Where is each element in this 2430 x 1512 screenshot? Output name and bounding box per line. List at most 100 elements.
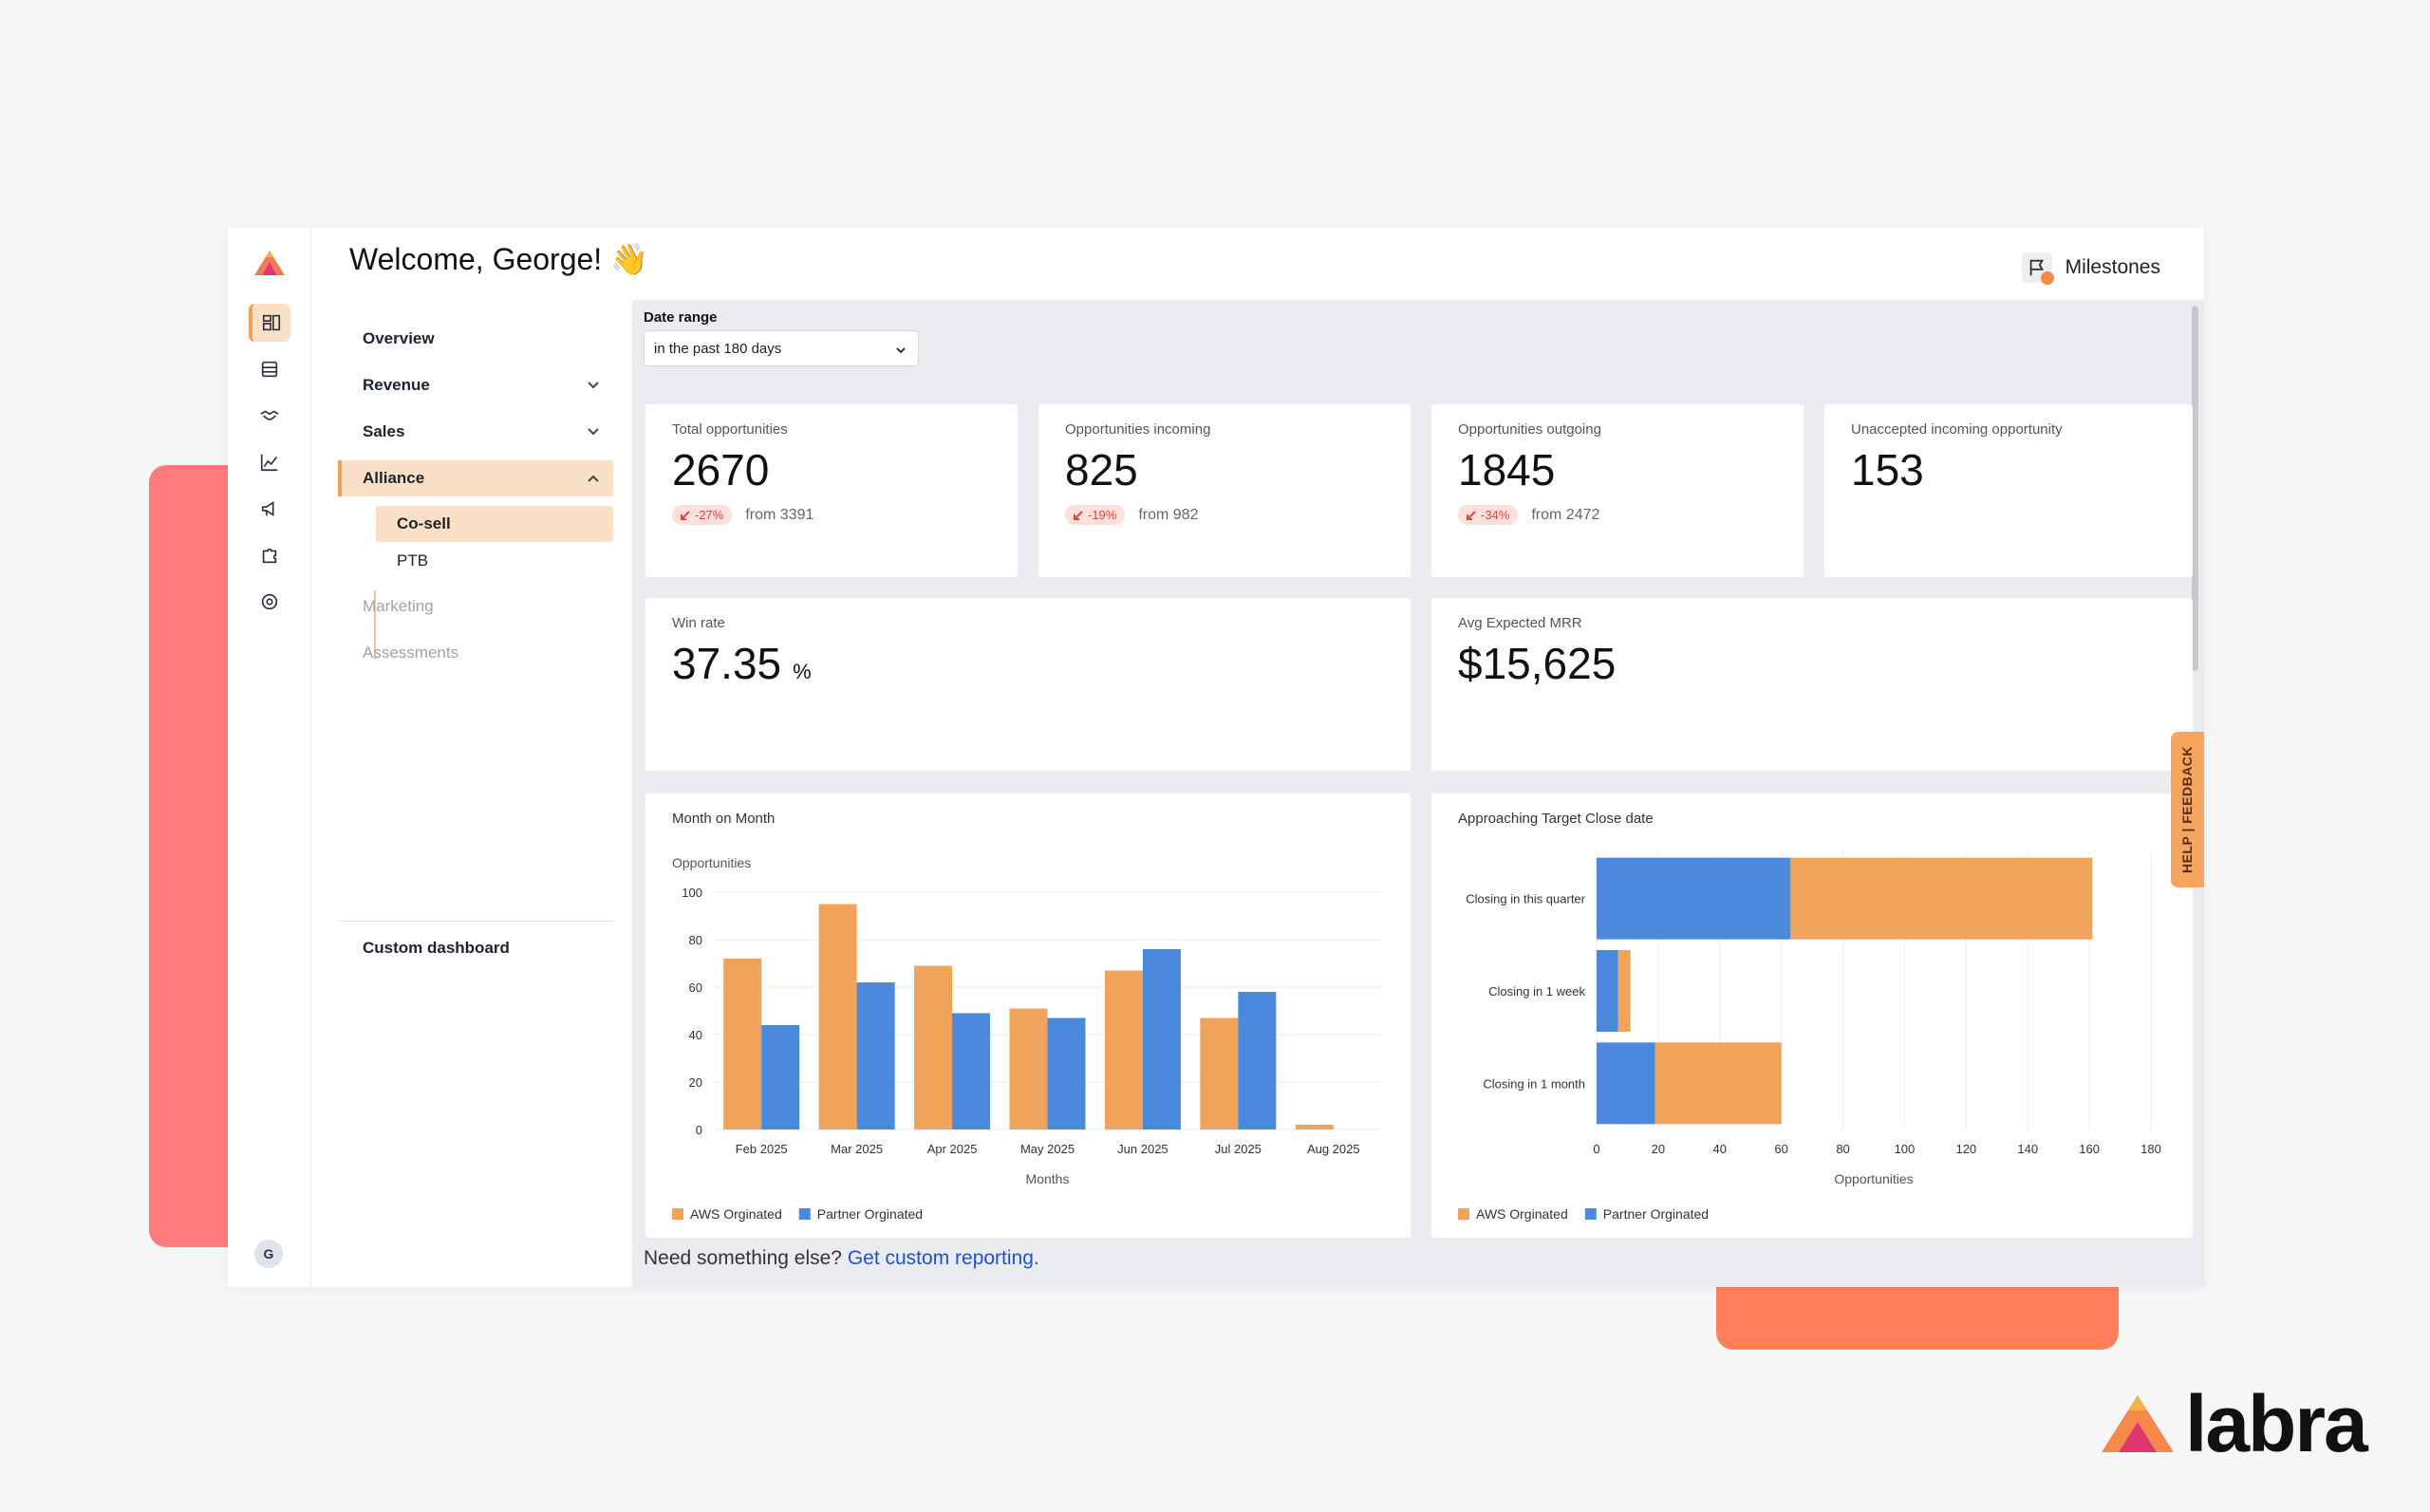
x-tick-label: 100 xyxy=(1895,1142,1916,1156)
nav-revenue-label: Revenue xyxy=(363,376,430,394)
win-rate-value: 37.35 xyxy=(672,639,782,688)
x-tick-label: May 2025 xyxy=(1020,1142,1075,1156)
storage-icon[interactable] xyxy=(249,350,290,388)
x-tick-label: Feb 2025 xyxy=(736,1142,788,1156)
x-tick-label: 120 xyxy=(1955,1142,1976,1156)
chart-card-target-close: Approaching Target Close date 0 20 40 60 80 1… xyxy=(1431,793,2193,1238)
settings-icon[interactable] xyxy=(249,583,290,621)
arrow-down-left-icon xyxy=(1467,510,1476,520)
y-tick-label: 80 xyxy=(689,933,702,947)
change-badge-text: -19% xyxy=(1088,508,1117,522)
welcome-title: Welcome, George! 👋 xyxy=(349,242,648,276)
date-range-label: Date range xyxy=(644,309,718,326)
bar-aws xyxy=(1295,1125,1334,1129)
custom-reporting-link[interactable]: Get custom reporting. xyxy=(847,1247,1039,1269)
dashboard-icon[interactable] xyxy=(249,304,290,342)
card-title: Opportunities incoming xyxy=(1065,421,1211,438)
from-value: from 982 xyxy=(1138,506,1199,523)
subnav-indent-line xyxy=(374,590,376,659)
x-axis-label: Months xyxy=(1026,1171,1070,1186)
card-title: Opportunities outgoing xyxy=(1458,421,1601,438)
nav-revenue[interactable]: Revenue xyxy=(338,367,613,403)
legend-swatch xyxy=(798,1208,811,1220)
date-range-value: in the past 180 days xyxy=(654,340,782,357)
bar-aws xyxy=(723,959,762,1129)
x-tick-label: Apr 2025 xyxy=(927,1142,978,1156)
secondary-nav: Overview Revenue Sales Alliance Co-sell … xyxy=(311,300,632,1287)
y-tick-label: 20 xyxy=(689,1075,702,1090)
help-feedback-tab[interactable]: HELP | FEEDBACK xyxy=(2171,732,2204,887)
brand-wordmark: labra xyxy=(2185,1379,2368,1468)
nav-custom-dashboard[interactable]: Custom dashboard xyxy=(363,939,510,957)
card-title: Total opportunities xyxy=(672,421,788,438)
card-total-opportunities: Total opportunities 2670 -27% from 3391 xyxy=(645,404,1018,577)
puzzle-icon[interactable] xyxy=(249,536,290,574)
handshake-icon[interactable] xyxy=(249,397,290,435)
chart-card-month-on-month: Month on Month Opportunities 0 20 40 60 80 100… xyxy=(645,793,1411,1238)
x-tick-label: 160 xyxy=(2079,1142,2100,1156)
x-tick-label: 80 xyxy=(1836,1142,1849,1156)
bar-partner xyxy=(1047,1017,1086,1129)
bar-partner xyxy=(1142,949,1181,1129)
from-value: from 2472 xyxy=(1531,506,1600,523)
scrollbar[interactable] xyxy=(2192,306,2198,671)
card-title: Avg Expected MRR xyxy=(1458,615,1582,631)
x-tick-label: Jun 2025 xyxy=(1117,1142,1168,1156)
x-tick-label: 180 xyxy=(2140,1142,2161,1156)
footer-text: Need something else? xyxy=(644,1247,842,1269)
nav-alliance[interactable]: Alliance xyxy=(338,460,613,496)
bar-aws xyxy=(1617,950,1631,1032)
milestones-button[interactable]: Milestones xyxy=(2021,251,2160,285)
flag-icon xyxy=(2021,252,2054,285)
bar-partner xyxy=(1597,857,1791,940)
card-avg-expected-mrr: Avg Expected MRR $15,625 xyxy=(1431,598,2193,771)
card-value: 37.35% xyxy=(672,638,812,689)
user-avatar[interactable]: G xyxy=(254,1240,283,1268)
legend-swatch xyxy=(1458,1208,1469,1220)
milestones-label: Milestones xyxy=(2065,256,2160,278)
x-tick-label: 60 xyxy=(1774,1142,1787,1156)
nav-cosell[interactable]: Co-sell xyxy=(376,506,613,542)
nav-assessments[interactable]: Assessments xyxy=(363,644,459,662)
change-badge: -27% xyxy=(672,505,733,525)
help-feedback-label: HELP | FEEDBACK xyxy=(2179,745,2196,874)
card-value: $15,625 xyxy=(1458,639,1617,688)
chart-icon[interactable] xyxy=(249,443,290,481)
chevron-up-icon xyxy=(587,471,600,484)
change-badge: -19% xyxy=(1065,505,1126,525)
nav-overview[interactable]: Overview xyxy=(363,329,435,347)
legend-label: AWS Orginated xyxy=(690,1206,782,1222)
y-axis-label: Opportunities xyxy=(672,855,751,870)
chart-title: Month on Month xyxy=(672,811,776,827)
bar-partner xyxy=(1597,950,1618,1032)
card-win-rate: Win rate 37.35% xyxy=(645,598,1411,771)
bar-partner xyxy=(1597,1042,1655,1125)
chevron-down-icon xyxy=(587,424,600,438)
bar-partner xyxy=(952,1013,991,1129)
bar-aws xyxy=(1200,1017,1239,1129)
card-value: 153 xyxy=(1851,445,1924,495)
labra-logo-icon[interactable] xyxy=(252,249,287,277)
nav-ptb[interactable]: PTB xyxy=(397,551,429,569)
bar-aws xyxy=(1790,857,2093,940)
bar-partner xyxy=(1238,992,1277,1129)
nav-alliance-label: Alliance xyxy=(363,469,425,487)
card-opportunities-outgoing: Opportunities outgoing 1845 -34% from 24… xyxy=(1431,404,1804,577)
y-tick-label: Closing in this quarter xyxy=(1466,892,1585,906)
chevron-down-icon xyxy=(895,344,907,355)
x-axis-label: Opportunities xyxy=(1834,1171,1913,1186)
date-range-select[interactable]: in the past 180 days xyxy=(644,330,919,366)
nav-divider xyxy=(338,921,613,922)
x-tick-label: 20 xyxy=(1652,1142,1665,1156)
bar-partner xyxy=(856,982,895,1129)
brand-logo: labra xyxy=(2100,1379,2368,1468)
megaphone-icon[interactable] xyxy=(249,490,290,528)
x-tick-label: 40 xyxy=(1713,1142,1727,1156)
labra-brand-icon xyxy=(2102,1395,2174,1452)
from-value: from 3391 xyxy=(745,506,814,523)
card-opportunities-incoming: Opportunities incoming 825 -19% from 982 xyxy=(1038,404,1411,577)
nav-marketing[interactable]: Marketing xyxy=(363,597,434,615)
bar-aws xyxy=(1104,970,1143,1129)
y-tick-label: 0 xyxy=(696,1123,702,1137)
nav-sales[interactable]: Sales xyxy=(338,414,613,450)
